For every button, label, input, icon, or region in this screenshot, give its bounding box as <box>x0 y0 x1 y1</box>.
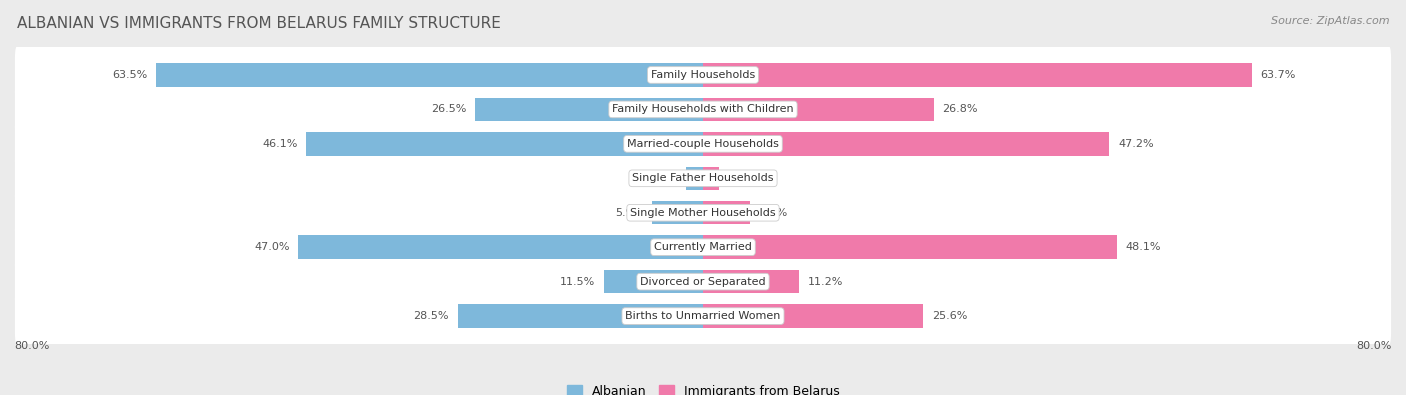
Bar <box>703 235 1118 259</box>
FancyBboxPatch shape <box>15 182 1391 243</box>
Text: Married-couple Households: Married-couple Households <box>627 139 779 149</box>
Bar <box>307 132 703 156</box>
Text: Single Mother Households: Single Mother Households <box>630 208 776 218</box>
FancyBboxPatch shape <box>15 79 1391 140</box>
Bar <box>703 305 924 328</box>
Text: Family Households: Family Households <box>651 70 755 80</box>
Text: 2.0%: 2.0% <box>648 173 678 183</box>
FancyBboxPatch shape <box>15 286 1391 346</box>
Text: Single Father Households: Single Father Households <box>633 173 773 183</box>
Text: 63.7%: 63.7% <box>1260 70 1295 80</box>
Text: Currently Married: Currently Married <box>654 242 752 252</box>
Text: 28.5%: 28.5% <box>413 311 449 321</box>
FancyBboxPatch shape <box>15 217 1391 278</box>
FancyBboxPatch shape <box>15 113 1391 174</box>
Text: 63.5%: 63.5% <box>112 70 148 80</box>
Bar <box>298 235 703 259</box>
Text: 80.0%: 80.0% <box>14 341 49 351</box>
Bar <box>605 270 703 293</box>
Bar <box>686 167 703 190</box>
Text: 1.9%: 1.9% <box>728 173 756 183</box>
Legend: Albanian, Immigrants from Belarus: Albanian, Immigrants from Belarus <box>561 380 845 395</box>
Bar <box>156 63 703 87</box>
Text: 25.6%: 25.6% <box>932 311 967 321</box>
Bar <box>703 63 1251 87</box>
Text: Family Households with Children: Family Households with Children <box>612 104 794 115</box>
Text: 26.5%: 26.5% <box>430 104 467 115</box>
Text: 11.2%: 11.2% <box>808 276 844 287</box>
Bar <box>703 98 934 121</box>
Text: 46.1%: 46.1% <box>262 139 298 149</box>
Text: 5.5%: 5.5% <box>759 208 787 218</box>
Text: 47.0%: 47.0% <box>254 242 290 252</box>
Text: Births to Unmarried Women: Births to Unmarried Women <box>626 311 780 321</box>
Text: Divorced or Separated: Divorced or Separated <box>640 276 766 287</box>
Text: 47.2%: 47.2% <box>1118 139 1154 149</box>
Text: 5.9%: 5.9% <box>616 208 644 218</box>
Text: ALBANIAN VS IMMIGRANTS FROM BELARUS FAMILY STRUCTURE: ALBANIAN VS IMMIGRANTS FROM BELARUS FAMI… <box>17 16 501 31</box>
Text: 48.1%: 48.1% <box>1126 242 1161 252</box>
Bar <box>475 98 703 121</box>
Bar <box>703 167 720 190</box>
FancyBboxPatch shape <box>15 148 1391 209</box>
Text: 80.0%: 80.0% <box>1357 341 1392 351</box>
Text: Source: ZipAtlas.com: Source: ZipAtlas.com <box>1271 16 1389 26</box>
FancyBboxPatch shape <box>15 45 1391 105</box>
Bar <box>703 201 751 224</box>
FancyBboxPatch shape <box>15 251 1391 312</box>
Bar <box>703 270 800 293</box>
Bar <box>652 201 703 224</box>
Bar <box>457 305 703 328</box>
Bar <box>703 132 1109 156</box>
Text: 26.8%: 26.8% <box>942 104 979 115</box>
Text: 11.5%: 11.5% <box>560 276 595 287</box>
